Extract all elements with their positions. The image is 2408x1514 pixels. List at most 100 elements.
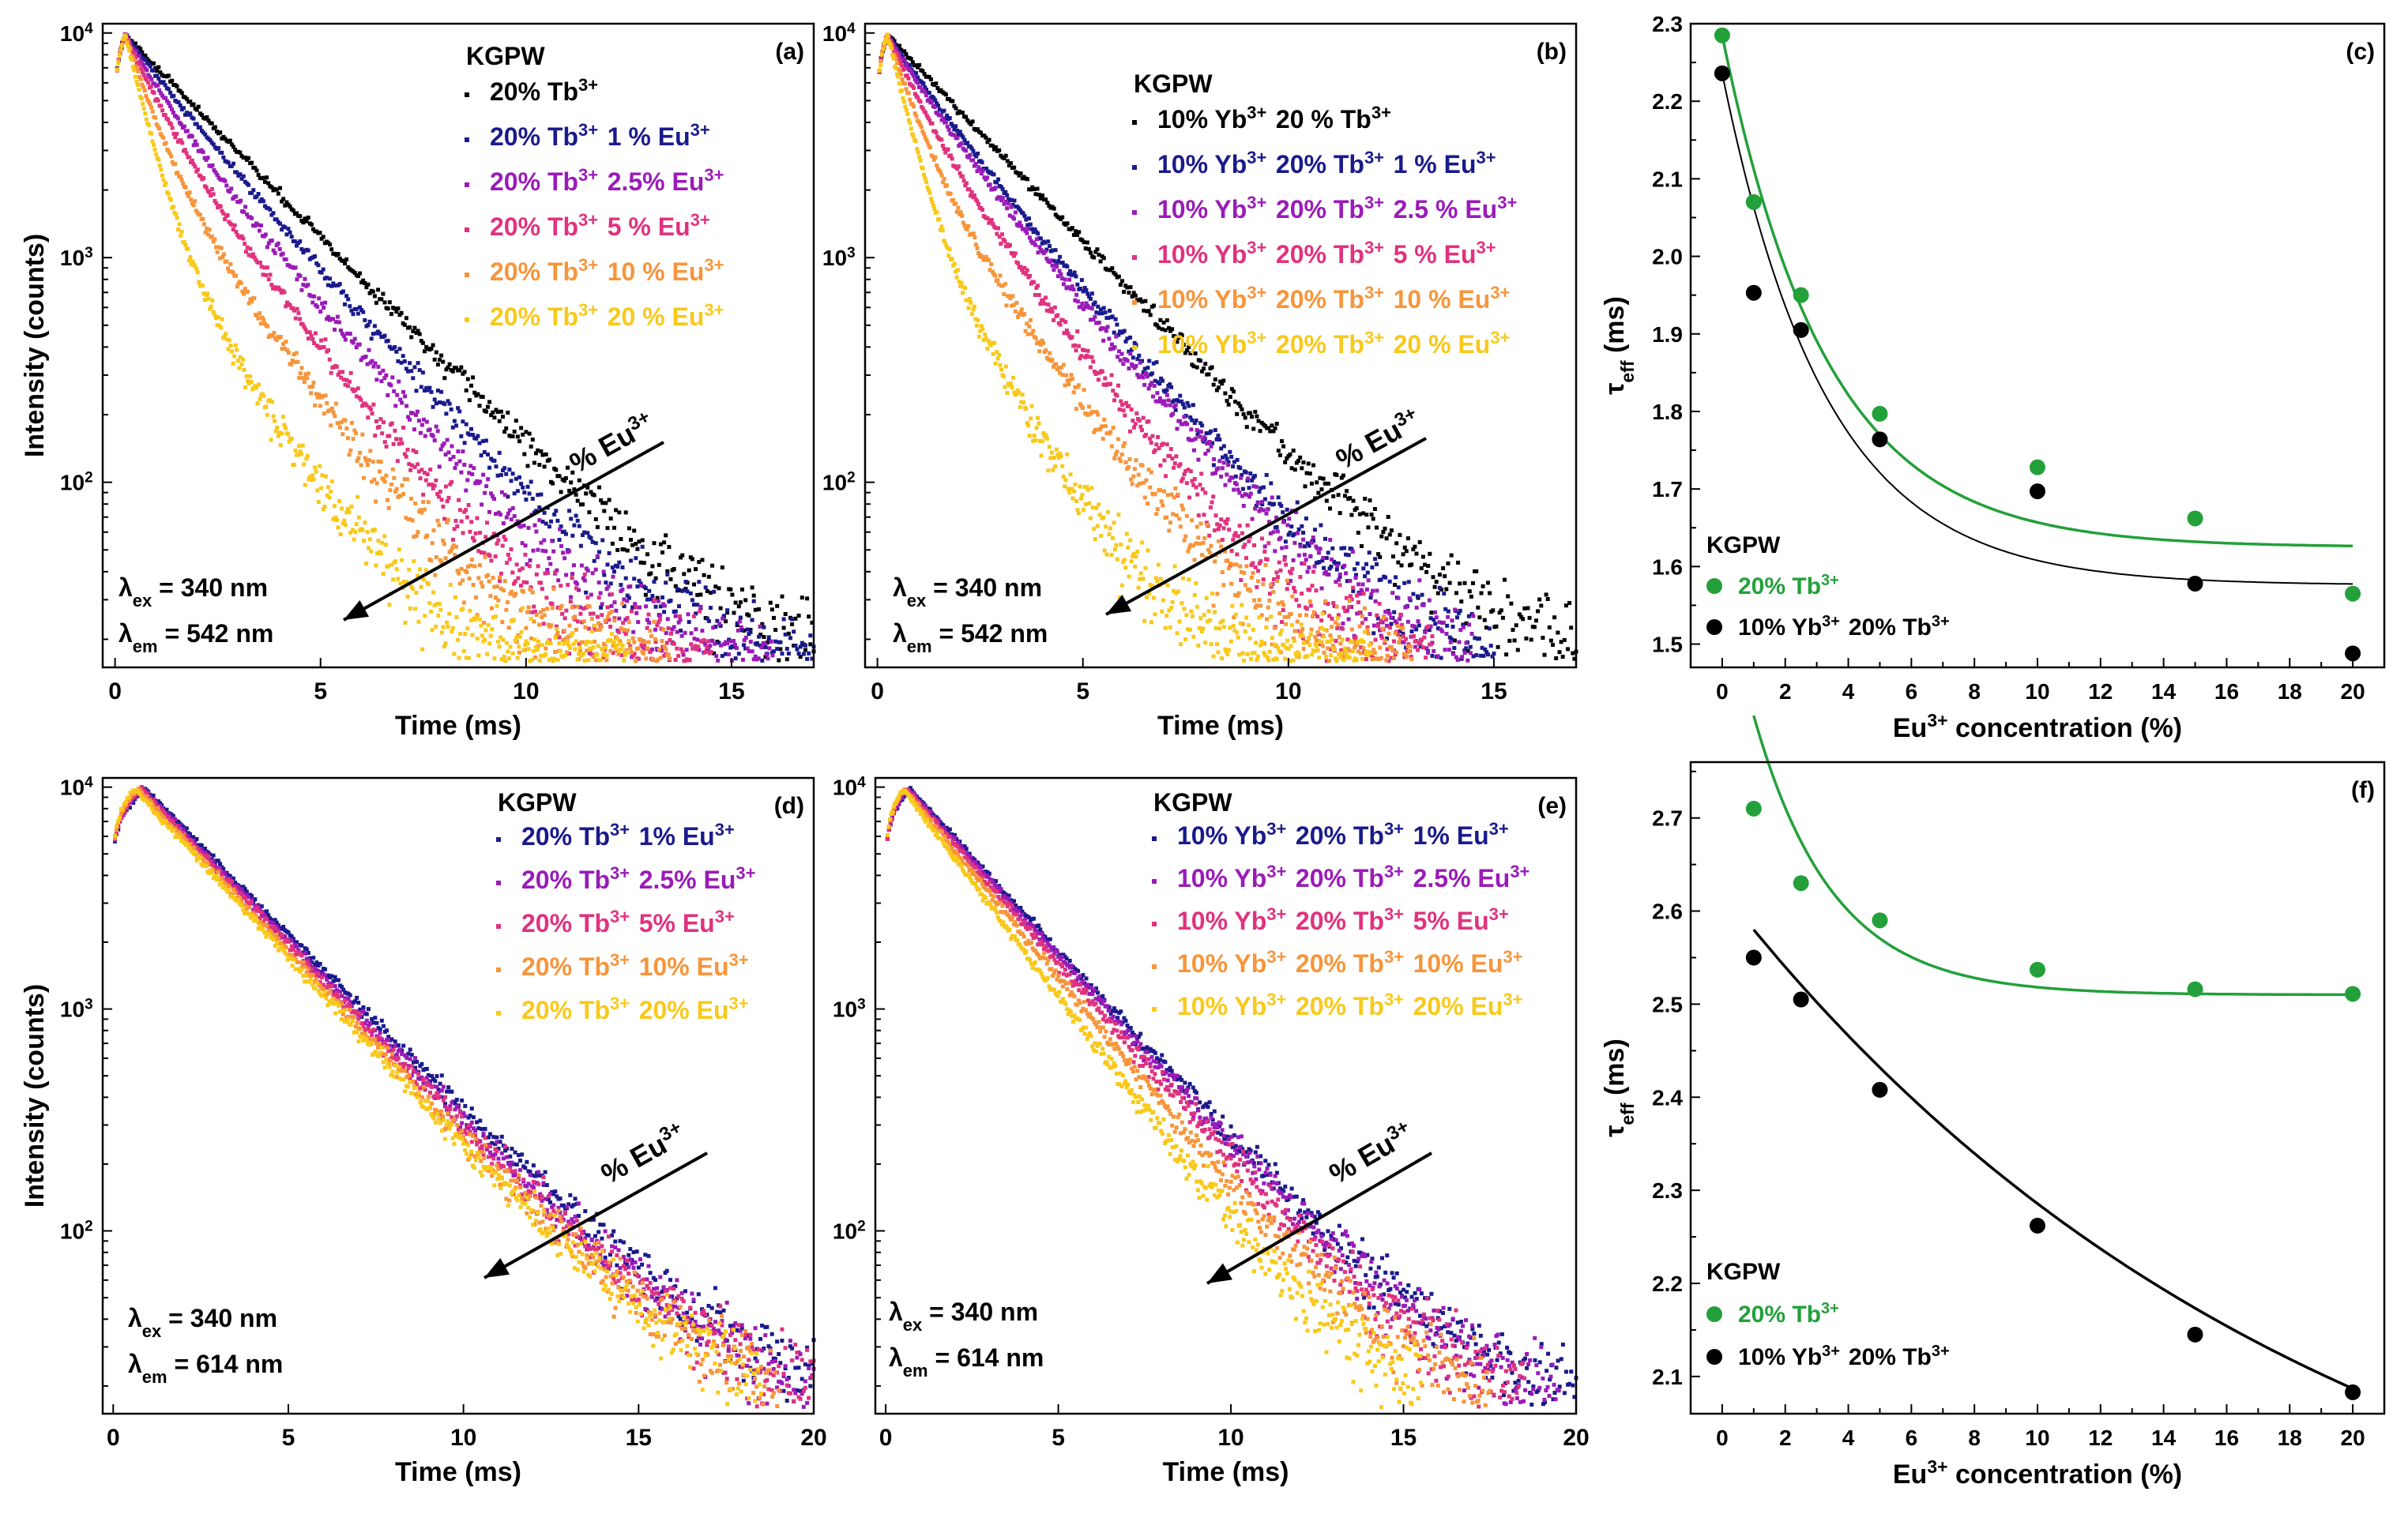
data-point [562,616,567,621]
data-point [922,72,927,77]
data-point [1162,458,1167,463]
data-point [274,338,279,343]
data-point [374,378,379,382]
data-point [342,518,347,523]
data-point [1012,216,1017,221]
data-point [158,70,163,75]
data-point [959,280,964,285]
data-point [748,628,753,632]
legend-entry: 20% Tb3+ 5 % Eu3+ [490,210,712,242]
data-point [179,138,183,143]
data-point [367,537,372,542]
data-point [1394,575,1398,580]
data-point [163,83,167,88]
data-point [1379,577,1383,582]
data-point [1366,525,1371,530]
data-point [243,385,247,389]
data-point [228,190,232,194]
data-point [1368,498,1372,503]
data-point [354,306,359,311]
data-point [391,441,396,446]
data-point [783,612,788,616]
data-point [604,645,608,650]
data-point [1020,268,1025,272]
data-point [927,90,931,95]
data-point [708,644,713,648]
data-point [1404,637,1408,641]
data-point [435,492,440,496]
data-point [630,636,635,641]
data-point [709,606,713,610]
data-point [252,255,257,260]
data-point [891,56,896,61]
data-point [784,647,789,651]
data-point [1571,651,1575,656]
data-point [908,97,912,102]
data-point [927,75,931,80]
data-point [611,651,615,656]
data-point [1379,633,1383,638]
data-point [1334,567,1339,572]
data-point [366,323,371,328]
data-point [1158,577,1163,581]
data-point [502,655,506,659]
data-point [1148,313,1153,317]
data-point [486,573,490,577]
data-point [1147,359,1152,363]
data-point [1338,574,1342,579]
data-point [939,224,944,229]
data-point [716,658,721,663]
data-point [895,61,900,66]
data-point [1135,483,1140,488]
data-point [514,636,519,640]
data-point [1292,532,1296,536]
data-point [1040,338,1044,343]
data-point [1108,381,1112,386]
data-point [373,361,378,366]
data-point [1092,527,1097,532]
data-point [1053,248,1058,253]
data-point [1337,635,1341,640]
data-point [441,539,446,543]
data-point [981,338,986,342]
data-point [530,590,535,595]
data-point [127,48,132,53]
data-point [404,404,409,408]
data-point [999,367,1003,372]
data-point [449,407,453,411]
data-point [521,648,526,652]
data-point [717,641,721,645]
data-point [321,235,325,239]
data-point [566,639,570,644]
data-point [491,576,495,580]
data-point [404,366,408,371]
data-point [781,626,786,630]
data-point [1111,389,1116,393]
data-point [1468,651,1473,656]
data-point [289,362,294,366]
data-point [1232,487,1236,492]
data-point [596,644,600,648]
data-point [972,304,976,309]
data-point [1208,505,1213,509]
data-point [381,572,386,577]
data-point [1479,591,1484,595]
data-point [910,84,915,88]
data-point [175,216,179,220]
data-point [502,466,507,471]
data-point [1506,594,1511,599]
data-point [1467,589,1472,594]
data-point [323,337,328,342]
data-point [163,182,167,187]
data-point [916,150,920,155]
data-point [563,653,567,658]
data-point [327,495,332,500]
data-point [365,362,370,366]
data-point [1087,295,1092,299]
data-point [1123,565,1128,570]
data-point [1189,609,1194,614]
data-point [601,569,606,574]
data-point [1366,631,1371,636]
data-point [481,472,486,477]
data-point [1236,487,1240,492]
